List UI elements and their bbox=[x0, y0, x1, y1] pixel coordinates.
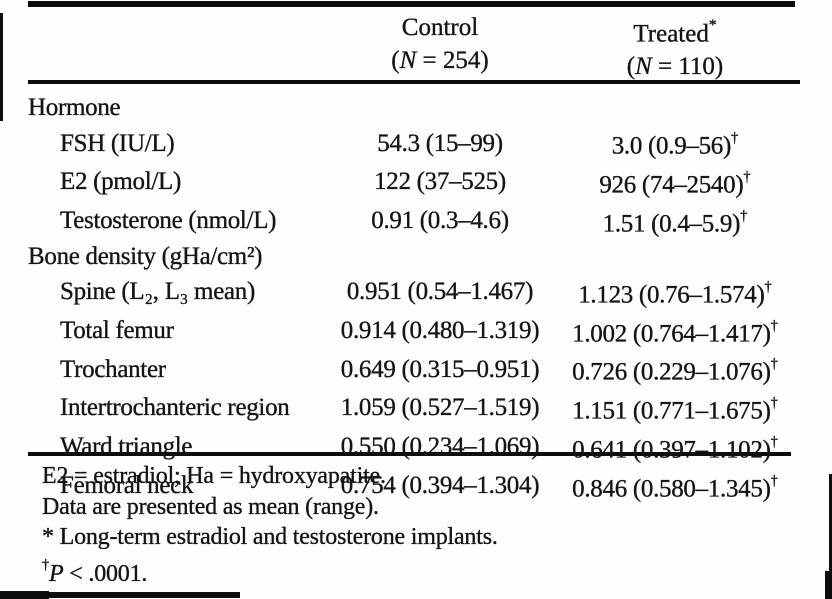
column-header-control: Control (N = 254) bbox=[330, 11, 550, 77]
control-title: Control bbox=[401, 14, 479, 41]
control-value: 54.3 (15–99) bbox=[377, 129, 503, 157]
table-row-group-bone-density: Bone density (gHa/cm²) bbox=[28, 241, 800, 273]
control-value: 0.91 (0.3–4.6) bbox=[371, 207, 509, 235]
row-label: Femoral neck bbox=[60, 471, 194, 499]
row-label: Intertrochanteric region bbox=[60, 394, 290, 422]
control-value: 0.914 (0.480–1.319) bbox=[340, 316, 540, 344]
treated-value: 3.0 (0.9–56)† bbox=[611, 130, 739, 160]
row-label: Ward triangle bbox=[60, 433, 193, 461]
control-value: 122 (37–525) bbox=[374, 168, 506, 196]
table-row-femoral-neck: Femoral neck 0.754 (0.394–1.304) 0.846 (… bbox=[28, 467, 800, 506]
row-label: Hormone bbox=[28, 94, 121, 121]
table-row-testosterone: Testosterone (nmol/L) 0.91 (0.3–4.6) 1.5… bbox=[28, 202, 800, 241]
bottom-scan-bar-thin bbox=[48, 592, 240, 598]
table-row-ward-triangle: Ward triangle 0.550 (0.234–1.069) 0.641 … bbox=[28, 428, 800, 467]
footnote-data-note: Data are presented as mean (range). bbox=[42, 493, 379, 520]
table-row-e2: E2 (pmol/L) 122 (37–525) 926 (74–2540)† bbox=[28, 163, 800, 202]
control-value: 0.951 (0.54–1.467) bbox=[346, 278, 534, 306]
treated-value: 1.51 (0.4–5.9)† bbox=[602, 207, 748, 238]
treated-value: 0.846 (0.580–1.345)† bbox=[572, 472, 778, 503]
table-row-group-hormone: Hormone bbox=[28, 92, 800, 124]
row-label: Trochanter bbox=[60, 355, 166, 383]
row-label: Bone density (gHa/cm²) bbox=[28, 242, 263, 270]
footnote-abbreviations: E2 = estradiol; Ha = hydroxyapatite. bbox=[42, 463, 386, 489]
bottom-scan-bar-thick bbox=[0, 591, 49, 599]
treated-value: 0.726 (0.229–1.076)† bbox=[572, 356, 778, 386]
control-value: 0.649 (0.315–0.951) bbox=[340, 355, 540, 383]
table-row-total-femur: Total femur 0.914 (0.480–1.319) 1.002 (0… bbox=[28, 312, 800, 351]
row-label: Spine (L₂, L₃ mean) bbox=[60, 278, 256, 306]
row-label: Total femur bbox=[60, 316, 174, 344]
right-edge-scan-artifact bbox=[829, 474, 832, 599]
table-top-rule bbox=[28, 1, 795, 7]
treated-value: 926 (74–2540)† bbox=[599, 168, 751, 199]
control-value bbox=[330, 241, 550, 273]
row-label: E2 (pmol/L) bbox=[60, 168, 182, 196]
treated-value bbox=[550, 92, 800, 124]
treated-value bbox=[550, 241, 800, 273]
header-divider-rule bbox=[28, 80, 800, 84]
footnote-asterisk: * Long-term estradiol and testosterone i… bbox=[42, 524, 498, 550]
footnote-dagger: †P < .0001. bbox=[42, 556, 148, 587]
table-row-intertrochanteric: Intertrochanteric region 1.059 (0.527–1.… bbox=[28, 389, 800, 428]
control-value: 1.059 (0.527–1.519) bbox=[340, 394, 540, 422]
right-edge-scan-artifact-thick bbox=[825, 571, 832, 599]
treated-value: 0.641 (0.397–1.102)† bbox=[572, 433, 778, 464]
row-label: FSH (IU/L) bbox=[60, 129, 175, 157]
control-value: 0.550 (0.234–1.069) bbox=[340, 433, 540, 461]
treated-title: Treated* bbox=[633, 17, 717, 48]
data-table: Hormone FSH (IU/L) 54.3 (15–99) 3.0 (0.9… bbox=[28, 92, 800, 505]
treated-value: 1.123 (0.76–1.574)† bbox=[578, 278, 772, 309]
table-row-spine: Spine (L₂, L₃ mean) 0.951 (0.54–1.467) 1… bbox=[28, 273, 800, 312]
table-row-trochanter: Trochanter 0.649 (0.315–0.951) 0.726 (0.… bbox=[28, 350, 800, 389]
row-label: Testosterone (nmol/L) bbox=[60, 207, 277, 235]
control-value bbox=[330, 92, 550, 124]
treated-value: 1.151 (0.771–1.675)† bbox=[572, 395, 778, 425]
treated-value: 1.002 (0.764–1.417)† bbox=[572, 317, 778, 348]
column-header-treated: Treated* (N = 110) bbox=[550, 11, 800, 83]
control-value: 0.754 (0.394–1.304) bbox=[340, 471, 540, 499]
left-edge-scan-artifact bbox=[0, 13, 3, 121]
footer-divider-rule bbox=[28, 452, 791, 456]
treated-n: (N = 110) bbox=[626, 53, 724, 81]
control-n: (N = 254) bbox=[391, 47, 489, 74]
table-row-fsh: FSH (IU/L) 54.3 (15–99) 3.0 (0.9–56)† bbox=[28, 124, 800, 163]
table-footnotes: E2 = estradiol; Ha = hydroxyapatite. Dat… bbox=[42, 461, 498, 589]
